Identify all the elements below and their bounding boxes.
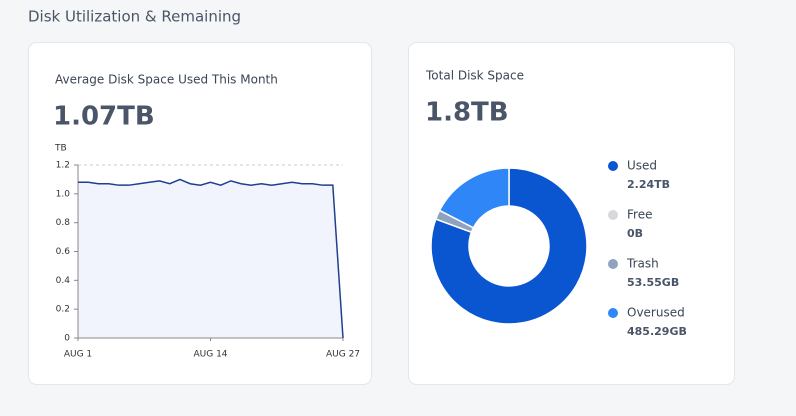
legend-dot (608, 210, 618, 220)
y-tick-label: 0.8 (56, 218, 71, 228)
y-tick-label: 1.2 (56, 161, 70, 171)
y-tick-label: 1.0 (56, 189, 71, 199)
card-title: Average Disk Space Used This Month (55, 73, 278, 87)
section-title: Disk Utilization & Remaining (28, 8, 241, 26)
headline-value: 1.07TB (53, 102, 155, 132)
y-tick-label: 0.2 (56, 305, 70, 315)
donut-segment (430, 167, 588, 325)
value-label: 53.55GB (627, 276, 679, 289)
x-tick-label: AUG 27 (326, 350, 360, 360)
value-label: 485.29GB (627, 325, 687, 338)
value-label: 2.24TB (627, 178, 670, 191)
legend-label: Trash (626, 257, 659, 271)
area (78, 179, 343, 338)
legend-label: Used (627, 159, 657, 173)
y-axis-label: TB (54, 144, 67, 154)
legend-dot (608, 308, 618, 318)
line (78, 178, 344, 339)
card-title: Total Disk Space (425, 69, 524, 83)
value-label: 0B (627, 227, 643, 240)
donut-segment (438, 167, 510, 229)
y-tick-label: 0 (64, 334, 70, 344)
x-tick-label: AUG 1 (64, 350, 92, 360)
headline-value: 1.8TB (425, 98, 509, 128)
legend-dot (608, 161, 618, 171)
y-tick-label: 0.6 (56, 247, 71, 257)
legend-dot (608, 259, 618, 269)
legend-label: Free (627, 208, 652, 222)
x-tick-label: AUG 14 (193, 350, 227, 360)
legend-label: Overused (627, 306, 685, 320)
y-tick-label: 0.4 (56, 276, 71, 286)
